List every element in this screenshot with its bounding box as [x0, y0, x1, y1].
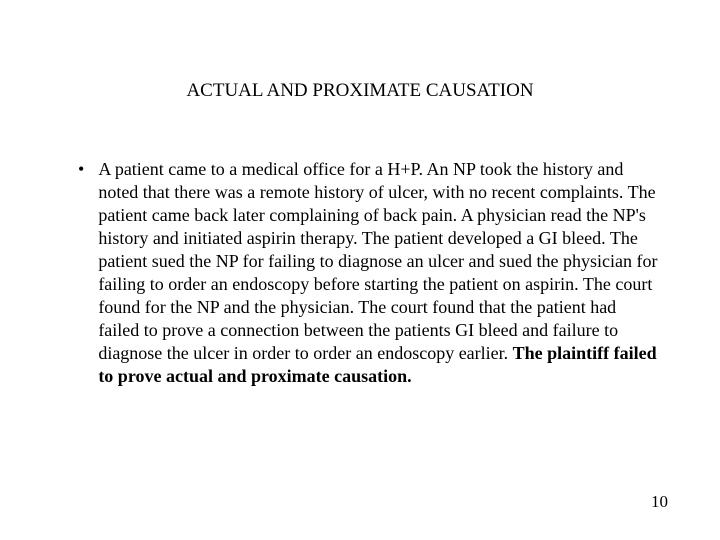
body-paragraph: A patient came to a medical office for a…: [98, 158, 660, 388]
page-number: 10: [651, 492, 668, 512]
slide-title: ACTUAL AND PROXIMATE CAUSATION: [130, 80, 590, 102]
bullet-icon: •: [78, 158, 84, 181]
bullet-item: • A patient came to a medical office for…: [78, 158, 660, 388]
body-plain-text: A patient came to a medical office for a…: [98, 159, 657, 363]
slide-container: ACTUAL AND PROXIMATE CAUSATION • A patie…: [0, 0, 720, 540]
